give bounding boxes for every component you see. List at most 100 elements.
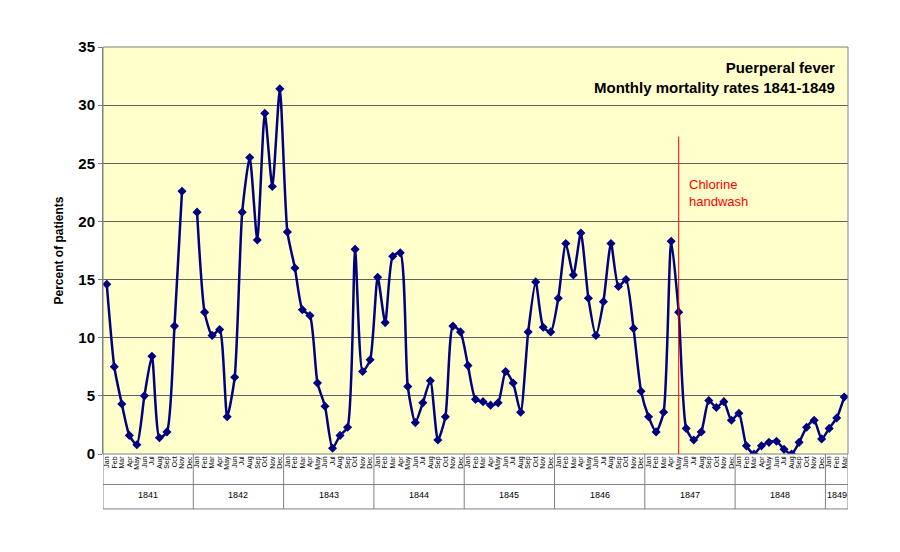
svg-text:1846: 1846 [590, 490, 610, 500]
svg-text:Mar: Mar [208, 456, 215, 469]
svg-text:Jul: Jul [419, 456, 426, 465]
svg-text:10: 10 [78, 329, 95, 346]
svg-text:Feb: Feb [381, 456, 388, 468]
svg-text:Jun: Jun [231, 456, 238, 467]
svg-text:Oct: Oct [622, 456, 629, 467]
svg-text:May: May [314, 456, 322, 470]
svg-text:Aug: Aug [156, 456, 164, 469]
svg-text:Apr: Apr [306, 456, 314, 468]
svg-text:1841: 1841 [138, 490, 158, 500]
svg-text:Jul: Jul [329, 456, 336, 465]
svg-text:Aug: Aug [698, 456, 706, 469]
svg-text:1845: 1845 [499, 490, 519, 500]
svg-text:Oct: Oct [442, 456, 449, 467]
svg-text:Nov: Nov [359, 456, 366, 469]
svg-text:Dec: Dec [637, 456, 644, 469]
svg-text:May: May [404, 456, 412, 470]
svg-text:May: May [675, 456, 683, 470]
svg-text:1847: 1847 [680, 490, 700, 500]
svg-text:Jul: Jul [148, 456, 155, 465]
svg-text:Sep: Sep [254, 456, 262, 469]
svg-text:Mar: Mar [389, 456, 396, 469]
svg-text:1844: 1844 [409, 490, 429, 500]
svg-text:Sep: Sep [434, 456, 442, 469]
svg-text:30: 30 [78, 96, 95, 113]
svg-text:Sep: Sep [795, 456, 803, 469]
svg-text:Jan: Jan [374, 456, 381, 467]
svg-text:Aug: Aug [517, 456, 525, 469]
svg-text:Jan: Jan [464, 456, 471, 467]
svg-text:Feb: Feb [652, 456, 659, 468]
svg-text:1849: 1849 [827, 490, 847, 500]
svg-text:Chlorinehandwash: Chlorinehandwash [689, 177, 748, 209]
svg-text:Dec: Dec [457, 456, 464, 469]
svg-text:Aug: Aug [607, 456, 615, 469]
svg-text:1843: 1843 [319, 490, 339, 500]
svg-text:Aug: Aug [336, 456, 344, 469]
svg-text:Jun: Jun [412, 456, 419, 467]
svg-text:Jun: Jun [592, 456, 599, 467]
svg-text:Jan: Jan [555, 456, 562, 467]
svg-text:Jul: Jul [690, 456, 697, 465]
svg-text:Jun: Jun [321, 456, 328, 467]
svg-text:Feb: Feb [111, 456, 118, 468]
svg-text:Dec: Dec [366, 456, 373, 469]
svg-text:May: May [585, 456, 593, 470]
svg-text:Mar: Mar [750, 456, 757, 469]
svg-text:Apr: Apr [667, 456, 675, 468]
svg-text:Percent of patients: Percent of patients [52, 196, 66, 304]
svg-text:Jan: Jan [825, 456, 832, 467]
svg-text:Nov: Nov [810, 456, 817, 469]
svg-text:Feb: Feb [562, 456, 569, 468]
svg-text:35: 35 [78, 38, 95, 55]
svg-text:Jul: Jul [238, 456, 245, 465]
svg-text:Nov: Nov [449, 456, 456, 469]
svg-text:1848: 1848 [770, 490, 790, 500]
svg-text:Apr: Apr [487, 456, 495, 468]
svg-text:Sep: Sep [705, 456, 713, 469]
svg-text:May: May [223, 456, 231, 470]
svg-text:Feb: Feb [472, 456, 479, 468]
svg-text:15: 15 [78, 271, 95, 288]
svg-text:Nov: Nov [630, 456, 637, 469]
svg-text:0: 0 [87, 445, 95, 462]
svg-text:Mar: Mar [570, 456, 577, 469]
svg-text:Mar: Mar [118, 456, 125, 469]
svg-text:Jan: Jan [103, 456, 110, 467]
svg-text:Oct: Oct [261, 456, 268, 467]
svg-text:Oct: Oct [351, 456, 358, 467]
svg-text:Feb: Feb [743, 456, 750, 468]
svg-text:Nov: Nov [269, 456, 276, 469]
svg-text:Mar: Mar [841, 456, 848, 469]
svg-text:May: May [765, 456, 773, 470]
svg-text:Feb: Feb [291, 456, 298, 468]
svg-text:Jul: Jul [600, 456, 607, 465]
svg-text:Apr: Apr [216, 456, 224, 468]
svg-text:Jun: Jun [141, 456, 148, 467]
svg-text:Nov: Nov [540, 456, 547, 469]
svg-text:Apr: Apr [126, 456, 134, 468]
svg-text:Sep: Sep [524, 456, 532, 469]
svg-text:Apr: Apr [758, 456, 766, 468]
svg-text:Dec: Dec [728, 456, 735, 469]
svg-text:Oct: Oct [532, 456, 539, 467]
svg-text:Mar: Mar [479, 456, 486, 469]
svg-text:Sep: Sep [344, 456, 352, 469]
svg-text:Aug: Aug [427, 456, 435, 469]
svg-text:Jun: Jun [682, 456, 689, 467]
svg-text:Mar: Mar [660, 456, 667, 469]
svg-text:Apr: Apr [577, 456, 585, 468]
svg-text:Mar: Mar [299, 456, 306, 469]
svg-text:Apr: Apr [397, 456, 405, 468]
svg-text:Nov: Nov [720, 456, 727, 469]
svg-text:Puerperal feverMonthly mortali: Puerperal feverMonthly mortality rates 1… [594, 59, 835, 96]
svg-text:Jul: Jul [780, 456, 787, 465]
svg-text:Jan: Jan [284, 456, 291, 467]
svg-text:Oct: Oct [803, 456, 810, 467]
svg-text:Feb: Feb [833, 456, 840, 468]
svg-text:Dec: Dec [818, 456, 825, 469]
svg-text:Sep: Sep [163, 456, 171, 469]
svg-text:Dec: Dec [186, 456, 193, 469]
svg-text:Dec: Dec [547, 456, 554, 469]
svg-text:Sep: Sep [615, 456, 623, 469]
